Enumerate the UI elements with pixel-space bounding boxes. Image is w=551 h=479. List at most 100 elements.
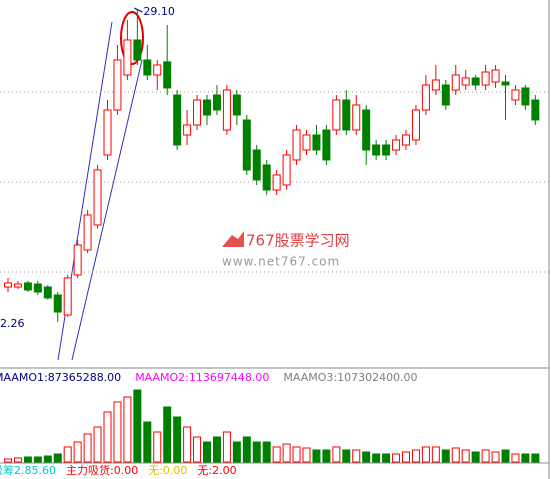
- candle-body: [441, 84, 450, 106]
- candle-body: [481, 71, 490, 86]
- candle-body: [163, 61, 172, 89]
- high-pointer: [134, 7, 143, 13]
- volume-bar: [332, 446, 341, 463]
- volume-bar: [382, 453, 391, 463]
- candle-body: [342, 99, 351, 131]
- candle-body: [332, 99, 341, 131]
- volume-bar: [302, 447, 311, 463]
- candle-body: [402, 134, 410, 146]
- high-label: 29.10: [143, 5, 175, 18]
- volume-bar: [491, 451, 500, 463]
- candle-body: [531, 99, 540, 121]
- candle-body: [173, 94, 182, 146]
- indicator-legend: 无:0.00: [148, 464, 187, 477]
- volume-bar: [521, 453, 530, 463]
- candle-body: [461, 77, 470, 86]
- volume-bar: [292, 446, 301, 463]
- volume-bar: [411, 449, 420, 463]
- volume-bar: [113, 401, 122, 463]
- low-label: 12.26: [0, 317, 25, 330]
- volume-bar: [222, 431, 231, 463]
- volume-bar: [4, 458, 12, 463]
- volume-bar: [203, 441, 211, 463]
- candle-body: [322, 129, 331, 161]
- candle-body: [272, 174, 281, 191]
- volume-bar: [431, 446, 440, 463]
- volume-bar: [212, 436, 221, 463]
- volume-bar: [103, 411, 112, 463]
- candle-body: [63, 277, 72, 316]
- candle-body: [451, 74, 460, 91]
- volume-bar: [143, 421, 152, 463]
- candle-body: [511, 89, 520, 101]
- candle-body: [123, 39, 132, 76]
- indicator-legend: 无:2.00: [197, 464, 236, 477]
- candle-body: [203, 99, 211, 116]
- volume-bar: [93, 426, 102, 463]
- candle-body: [491, 69, 500, 83]
- volume-legend: MAAMO1:87365288.00: [0, 371, 121, 384]
- volume-bar: [33, 456, 42, 463]
- candle-body: [292, 129, 301, 161]
- volume-bar: [272, 446, 281, 463]
- candle-body: [33, 283, 42, 293]
- candle-body: [43, 286, 52, 299]
- volume-bar: [13, 457, 22, 463]
- volume-bar: [63, 446, 72, 463]
- volume-bar: [43, 455, 52, 463]
- candle-body: [23, 282, 32, 291]
- candle-body: [4, 282, 12, 288]
- candle-body: [352, 104, 361, 131]
- candle-body: [362, 109, 371, 151]
- candle-body: [222, 89, 231, 131]
- candle-body: [183, 124, 192, 136]
- indicator-legend: 吸筹2.85.60: [0, 463, 56, 477]
- volume-bar: [282, 443, 291, 463]
- volume-bar: [312, 449, 321, 463]
- candle-body: [143, 59, 152, 76]
- candle-body: [421, 84, 430, 111]
- volume-bar: [252, 441, 261, 463]
- candle-body: [382, 144, 391, 156]
- candle-body: [53, 294, 62, 313]
- volume-bar: [242, 436, 251, 463]
- volume-bar: [511, 453, 520, 463]
- volume-bar: [501, 449, 510, 463]
- volume-bar: [392, 453, 401, 463]
- volume-bar: [322, 449, 331, 463]
- candle-body: [113, 59, 122, 111]
- candle-body: [521, 87, 530, 106]
- candle-body: [302, 134, 311, 151]
- volume-bar: [471, 451, 480, 463]
- volume-bar: [232, 441, 241, 463]
- volume-bar: [531, 453, 540, 463]
- volume-bar: [372, 453, 381, 463]
- volume-bar: [73, 441, 82, 463]
- volume-legend: MAAMO2:113697448.00: [135, 371, 269, 384]
- candle-body: [73, 244, 82, 276]
- volume-bar: [163, 406, 172, 463]
- volume-bar: [53, 453, 62, 463]
- volume-bar: [23, 456, 32, 463]
- volume-bar: [123, 396, 132, 463]
- candle-body: [13, 283, 22, 288]
- volume-bar: [342, 449, 351, 463]
- volume-bar: [262, 441, 271, 463]
- volume-bar: [461, 449, 470, 463]
- indicator-legend: 主力吸货:0.00: [66, 463, 138, 477]
- volume-bar: [402, 451, 410, 463]
- candle-body: [83, 214, 92, 251]
- candle-body: [153, 64, 162, 76]
- highlight-circle: [120, 11, 144, 65]
- volume-bar: [173, 416, 182, 463]
- volume-bar: [193, 436, 202, 463]
- watermark-title: 767股票学习网: [246, 232, 350, 250]
- volume-legend: MAAMO3:107302400.00: [283, 371, 417, 384]
- volume-bar: [481, 449, 490, 463]
- watermark-url: www.net767.com: [222, 255, 340, 269]
- candle-body: [93, 169, 102, 226]
- volume-bar: [83, 433, 92, 463]
- candle-body: [471, 77, 480, 86]
- candle-body: [372, 144, 381, 156]
